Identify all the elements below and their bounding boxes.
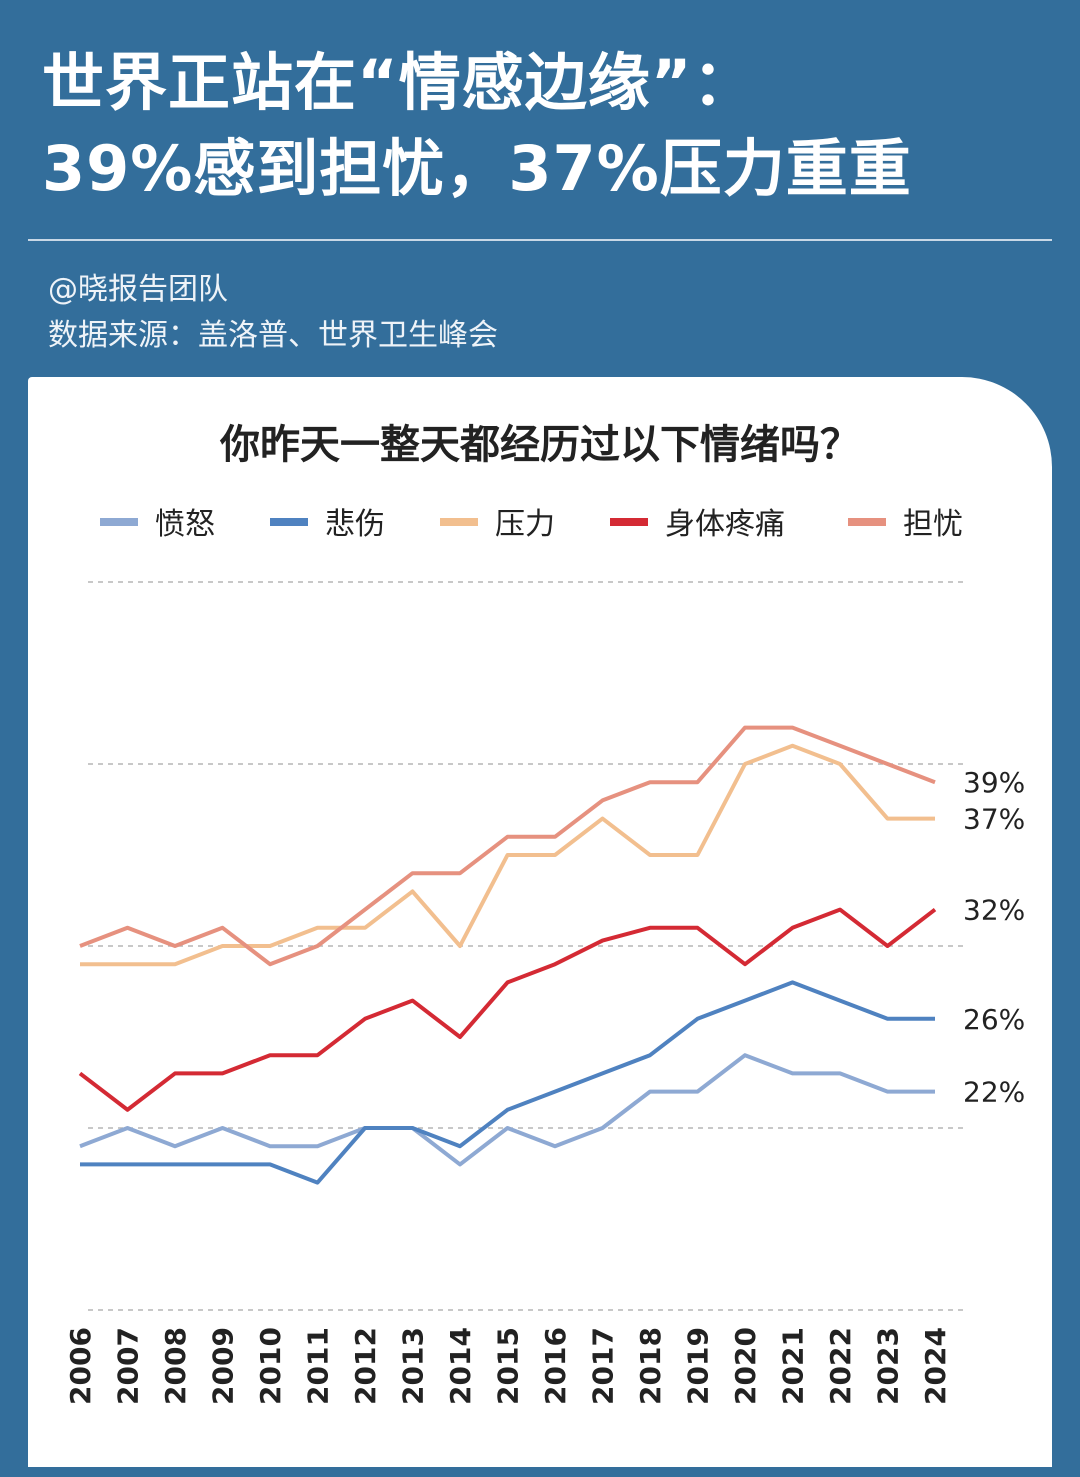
legend-swatch <box>848 518 886 526</box>
headline-line1: 世界正站在“情感边缘”： <box>42 46 756 119</box>
author: @晓报告团队 <box>48 272 228 307</box>
data-source: 数据来源：盖洛普、世界卫生峰会 <box>48 318 498 353</box>
x-tick-label: 2006 <box>64 1327 97 1405</box>
legend-label: 担忧 <box>903 507 963 542</box>
x-tick-label: 2010 <box>254 1327 287 1405</box>
x-tick-label: 2013 <box>397 1327 430 1405</box>
legend-swatch <box>610 518 648 526</box>
legend-label: 压力 <box>495 507 555 542</box>
end-label: 26% <box>963 1003 1025 1036</box>
end-label: 37% <box>963 803 1025 836</box>
series-line-1 <box>80 980 935 1185</box>
end-label: 39% <box>963 766 1025 799</box>
series-line-3 <box>78 907 937 1112</box>
x-tick-label: 2018 <box>634 1327 667 1405</box>
series-line-4 <box>79 725 936 967</box>
x-tick-label: 2011 <box>302 1327 335 1405</box>
legend-swatch <box>440 518 478 526</box>
legend-swatch <box>270 518 308 526</box>
legend-swatch <box>100 518 138 526</box>
x-tick-label: 2017 <box>587 1327 620 1405</box>
x-tick-label: 2008 <box>159 1327 192 1405</box>
chart-card <box>28 377 1052 1467</box>
x-tick-label: 2007 <box>112 1327 145 1405</box>
headline-line2: 39%感到担忧，37%压力重重 <box>42 132 912 205</box>
end-label: 32% <box>963 894 1025 927</box>
x-tick-label: 2024 <box>919 1327 952 1405</box>
x-tick-label: 2015 <box>492 1327 525 1405</box>
x-tick-label: 2016 <box>539 1327 572 1405</box>
x-tick-label: 2023 <box>872 1327 905 1405</box>
x-tick-label: 2014 <box>444 1327 477 1405</box>
x-tick-label: 2022 <box>824 1327 857 1405</box>
x-tick-label: 2020 <box>729 1327 762 1405</box>
legend-label: 愤怒 <box>155 507 215 542</box>
end-label: 22% <box>963 1076 1025 1109</box>
x-tick-label: 2009 <box>207 1327 240 1405</box>
headline: 世界正站在“情感边缘”： 39%感到担忧，37%压力重重 <box>42 40 912 212</box>
chart-title: 你昨天一整天都经历过以下情绪吗？ <box>219 422 860 468</box>
x-tick-label: 2021 <box>777 1327 810 1405</box>
legend-label: 悲伤 <box>325 507 385 542</box>
divider <box>28 239 1052 241</box>
x-tick-label: 2012 <box>349 1327 382 1405</box>
x-tick-label: 2019 <box>682 1327 715 1405</box>
legend-label: 身体疼痛 <box>665 507 785 542</box>
